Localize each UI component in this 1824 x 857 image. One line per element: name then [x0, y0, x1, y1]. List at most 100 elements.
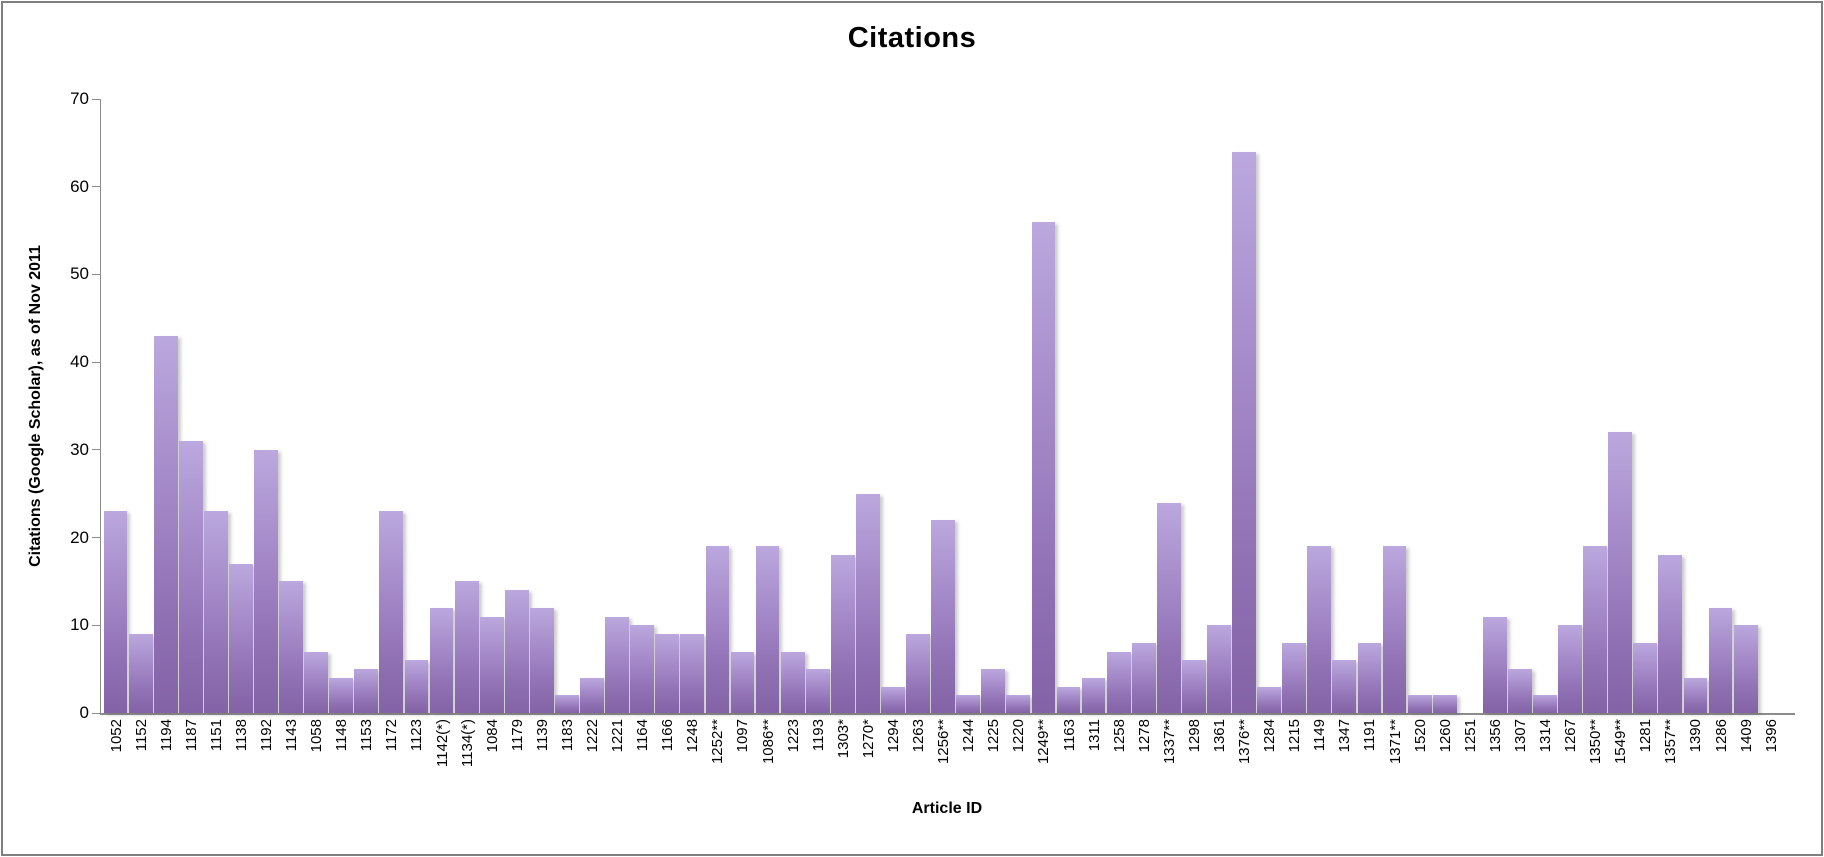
x-tick-label: 1223	[784, 719, 802, 753]
bar-slot-1194	[153, 99, 178, 713]
bar-slot-1350**	[1583, 99, 1608, 713]
bar-1270*	[855, 493, 880, 713]
bar-slot-1263	[906, 99, 931, 713]
x-label-slot: 1052	[103, 719, 128, 819]
bar-slot-1166	[655, 99, 680, 713]
x-tick-label: 1058	[308, 719, 326, 753]
x-tick-label: 1371**	[1386, 719, 1404, 765]
bar-slot-1139	[529, 99, 554, 713]
x-label-slot: 1307	[1507, 719, 1532, 819]
x-label-slot: 1267	[1558, 719, 1583, 819]
x-label-slot: 1134(*)	[454, 719, 479, 819]
bar-slot-1153	[354, 99, 379, 713]
bar-slot-1149	[1307, 99, 1332, 713]
x-label-slot: 1084	[479, 719, 504, 819]
bar-1303*	[830, 555, 855, 713]
bar-slot-1142(*)	[429, 99, 454, 713]
x-label-slot: 1357**	[1658, 719, 1683, 819]
plot-area: 0 10 20 30 40 50 60 70 1052 1152 1194 1187 1151 1138…	[70, 89, 1795, 767]
x-tick-label: 1252**	[709, 719, 727, 765]
bar-1223	[780, 651, 805, 713]
y-tick-mark	[92, 361, 101, 363]
bar-1258	[1106, 651, 1131, 713]
bar-slot-1361	[1206, 99, 1231, 713]
x-label-slot: 1183	[554, 719, 579, 819]
bar-1286	[1708, 607, 1733, 713]
x-tick-label: 1192	[258, 719, 275, 752]
x-tick-label: 1172	[383, 719, 401, 752]
bar-1139	[529, 607, 554, 713]
x-tick-label: 1052	[107, 719, 125, 753]
x-tick-label: 1286	[1712, 719, 1730, 753]
bar-slot-1244	[956, 99, 981, 713]
bar-1225	[981, 669, 1006, 713]
x-tick-label: 1311	[1085, 719, 1103, 752]
bar-slot-1249**	[1031, 99, 1056, 713]
x-label-slot: 1248	[680, 719, 705, 819]
x-tick-label: 1194	[157, 719, 175, 752]
x-tick-label: 1249**	[1035, 719, 1053, 765]
bar-1163	[1056, 686, 1081, 713]
bar-1152	[128, 634, 153, 713]
bar-slot-1284	[1257, 99, 1282, 713]
bar-1390	[1683, 677, 1708, 713]
bar-1337**	[1156, 502, 1181, 713]
x-label-slot: 1192	[253, 719, 278, 819]
bar-1123	[404, 660, 429, 713]
bar-1220	[1006, 695, 1031, 713]
x-tick-label: 1258	[1110, 719, 1128, 753]
x-tick-label: 1138	[232, 719, 250, 752]
x-label-slot: 1252**	[705, 719, 730, 819]
bar-1151	[203, 511, 228, 713]
x-tick-label: 1187	[182, 719, 200, 752]
x-tick-label: 1244	[960, 719, 978, 753]
x-label-slot: 1215	[1282, 719, 1307, 819]
bar-slot-1172	[379, 99, 404, 713]
bar-1192	[254, 449, 278, 713]
x-tick-label: 1151	[207, 719, 225, 752]
bar-slot-1222	[579, 99, 604, 713]
bar-slot-1278	[1131, 99, 1156, 713]
x-tick-label: 1222	[584, 719, 602, 753]
x-tick-label: 1263	[910, 719, 928, 753]
chart-title: Citations	[847, 22, 977, 54]
x-tick-label: 1376**	[1236, 719, 1254, 765]
bar-slot-1256**	[931, 99, 956, 713]
x-tick-label: 1256**	[935, 719, 953, 765]
bar-slot-1163	[1056, 99, 1081, 713]
x-tick-label: 1520	[1411, 719, 1429, 753]
bar-slot-1303*	[830, 99, 855, 713]
bar-slot-1097	[730, 99, 755, 713]
bar-1371**	[1382, 546, 1407, 713]
bar-1314	[1533, 695, 1557, 713]
x-label-slot: 1143	[279, 719, 304, 819]
x-label-slot: 1249**	[1031, 719, 1056, 819]
x-tick-label: 1347	[1336, 719, 1354, 753]
y-tick-mark	[92, 712, 101, 714]
bar-slot-1193	[805, 99, 830, 713]
bar-slot-1248	[680, 99, 705, 713]
bar-slot-1187	[178, 99, 203, 713]
bar-1215	[1282, 642, 1307, 713]
x-label-slot: 1281	[1633, 719, 1658, 819]
bar-slot-1347	[1332, 99, 1357, 713]
x-label-slot: 1139	[529, 719, 554, 819]
x-tick-label: 1142(*)	[433, 719, 451, 768]
x-label-slot: 1371**	[1382, 719, 1407, 819]
bar-slot-1390	[1683, 99, 1708, 713]
x-label-slot: 1337**	[1156, 719, 1181, 819]
bar-slot-1183	[554, 99, 579, 713]
bar-slot-1151	[203, 99, 228, 713]
bar-1376**	[1232, 151, 1256, 713]
bar-slot-1337**	[1156, 99, 1181, 713]
x-tick-label: 1409	[1737, 719, 1755, 753]
x-label-slot: 1138	[228, 719, 253, 819]
bar-slot-1286	[1708, 99, 1733, 713]
bar-slot-1152	[128, 99, 153, 713]
bar-1052	[103, 511, 128, 713]
bar-slot-1260	[1432, 99, 1457, 713]
bars-container	[103, 99, 1783, 713]
x-label-slot: 1314	[1532, 719, 1557, 819]
bar-1148	[329, 677, 354, 713]
bar-1172	[379, 511, 404, 713]
